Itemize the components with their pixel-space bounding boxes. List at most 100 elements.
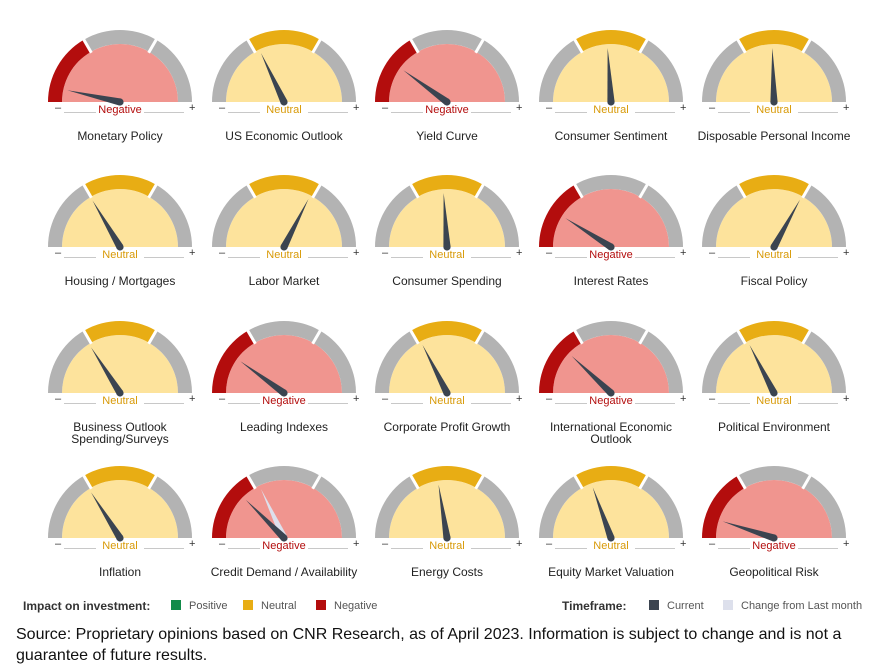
gauge-baseline-right — [635, 257, 675, 258]
band-negative — [702, 40, 745, 102]
band-positive — [803, 331, 846, 393]
gauge-status-label: Neutral — [593, 104, 629, 116]
gauge-fill — [226, 44, 342, 102]
gauge-baseline-right — [471, 548, 511, 549]
gauge-consumer-spending: – + Neutral Consumer Spending — [365, 175, 529, 315]
gauge-baseline-left — [718, 257, 750, 258]
current-needle — [770, 48, 778, 103]
band-negative — [212, 40, 255, 102]
current-needle — [571, 356, 614, 396]
gauge-status-label: Negative — [752, 540, 796, 552]
current-needle — [422, 344, 451, 395]
legend-neutral-swatch — [243, 600, 253, 610]
band-separator — [246, 474, 257, 490]
gauge-min-label: – — [219, 247, 226, 259]
gauge-interest-rates: – + Negative Interest Rates — [529, 175, 693, 315]
current-needle-hub — [443, 534, 451, 542]
legend: Impact on investment: Positive Neutral N… — [0, 598, 880, 618]
band-separator — [573, 329, 584, 345]
gauge-dial — [702, 466, 846, 542]
gauge-max-label: + — [189, 102, 196, 114]
current-needle — [280, 198, 309, 249]
gauge-baseline-left — [718, 403, 750, 404]
gauge-business-outlook-spending-surveys: – + Neutral Business Outlook Spending/Surve… — [38, 321, 202, 461]
gauge-baseline-right — [798, 112, 838, 113]
band-separator — [638, 38, 649, 54]
current-needle-hub — [116, 534, 124, 542]
gauge-baseline-left — [555, 403, 587, 404]
band-positive — [640, 185, 683, 247]
gauge-max-label: + — [516, 102, 523, 114]
gauge-title: Business Outlook Spending/Surveys — [71, 420, 169, 446]
current-needle-hub — [280, 389, 288, 397]
gauge-dial — [539, 321, 683, 397]
gauge-status-label: Neutral — [756, 249, 792, 261]
band-separator — [801, 329, 812, 345]
gauge-dial — [212, 30, 356, 106]
gauge-min-label: – — [709, 247, 716, 259]
gauge-max-label: + — [843, 247, 850, 259]
gauge-max-label: + — [680, 102, 687, 114]
band-negative — [539, 185, 582, 247]
current-needle — [722, 521, 776, 542]
gauge-title: Geopolitical Risk — [729, 565, 819, 579]
gauge-fill — [389, 335, 505, 393]
gauge-fill — [62, 189, 178, 247]
current-needle-hub — [280, 243, 288, 251]
band-positive — [640, 331, 683, 393]
current-needle — [261, 53, 288, 104]
current-needle-hub — [443, 389, 451, 397]
gauge-min-label: – — [219, 393, 226, 405]
band-separator — [82, 329, 93, 345]
gauge-title: Corporate Profit Growth — [383, 420, 511, 434]
band-separator — [409, 329, 420, 345]
gauge-status-label: Negative — [589, 249, 633, 261]
band-neutral — [411, 30, 483, 52]
legend-current-label: Current — [667, 600, 704, 612]
band-neutral — [248, 466, 320, 488]
band-separator — [147, 183, 158, 199]
band-negative — [212, 476, 255, 538]
gauge-status-label: Neutral — [756, 104, 792, 116]
band-separator — [736, 329, 747, 345]
current-needle-hub — [443, 98, 451, 106]
legend-negative: Negative — [316, 600, 377, 612]
band-positive — [313, 476, 356, 538]
band-separator — [82, 183, 93, 199]
current-needle — [91, 347, 124, 395]
band-separator — [474, 183, 485, 199]
gauge-max-label: + — [843, 102, 850, 114]
band-positive — [149, 40, 192, 102]
gauge-dial — [212, 321, 356, 397]
band-negative — [539, 476, 582, 538]
current-needle-hub — [607, 98, 615, 106]
legend-current: Current — [649, 600, 704, 612]
current-needle — [67, 90, 121, 106]
band-negative — [539, 40, 582, 102]
legend-timeframe-title: Timeframe: — [562, 599, 627, 613]
band-positive — [803, 185, 846, 247]
legend-positive-label: Positive — [189, 600, 228, 612]
gauge-min-label: – — [709, 102, 716, 114]
current-needle — [438, 484, 451, 539]
gauge-baseline-right — [798, 403, 838, 404]
band-neutral — [84, 175, 156, 197]
last-month-needle — [261, 489, 288, 540]
band-separator — [147, 329, 158, 345]
gauge-title: Disposable Personal Income — [697, 129, 851, 143]
gauge-min-label: – — [382, 102, 389, 114]
current-needle-hub — [443, 243, 451, 251]
gauge-dial — [702, 30, 846, 106]
gauge-max-label: + — [843, 538, 850, 550]
band-positive — [149, 185, 192, 247]
gauge-baseline-left — [718, 112, 750, 113]
gauge-credit-demand-availability: – + Negative Credit Demand / Availability — [202, 466, 366, 606]
band-negative — [48, 185, 91, 247]
current-needle-hub — [770, 389, 778, 397]
current-needle — [565, 218, 613, 251]
gauge-baseline-left — [391, 257, 423, 258]
gauge-max-label: + — [353, 538, 360, 550]
band-separator — [311, 38, 322, 54]
current-needle-hub — [280, 534, 288, 542]
gauge-fill — [716, 480, 832, 538]
